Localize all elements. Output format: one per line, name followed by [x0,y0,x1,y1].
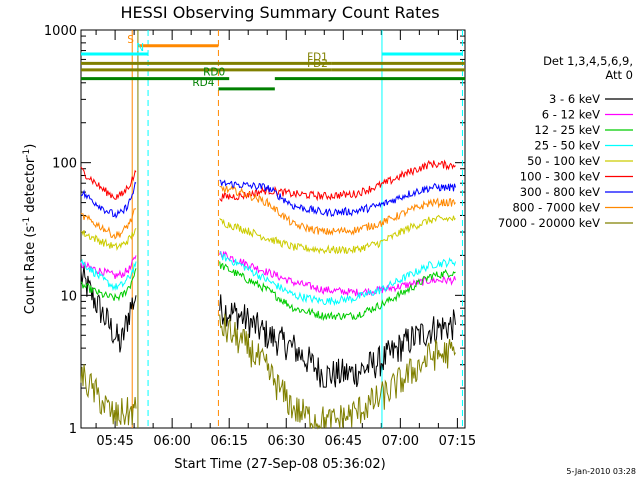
series-line [219,214,456,255]
y-tick-label: 1 [69,422,77,437]
x-axis-label: Start Time (27-Sep-08 05:36:02) [174,457,385,472]
legend-header-1: Det 1,3,4,5,6,9, [543,54,633,68]
legend-item-label: 7000 - 20000 keV [498,216,600,230]
legend-item-label: 100 - 300 keV [520,170,600,184]
flag-label: FD1 [307,51,328,63]
x-tick-label: 05:45 [96,434,133,449]
series-line [219,313,456,430]
series-line [219,159,456,202]
series-line [219,294,456,388]
legend-item-label: 3 - 6 keV [549,92,600,106]
x-axis: 05:45 06:00 06:15 06:30 06:45 07:00 07:15 [95,30,476,449]
series-line [81,228,137,252]
plot-frame [80,29,466,429]
legend-header-2: Att 0 [605,68,633,82]
flag-label: S [127,34,134,46]
series-line [80,208,137,240]
flag-label: FD2 [307,58,328,70]
y-tick-label: 10 [60,289,77,304]
series-line [80,364,137,427]
series-line [219,179,456,218]
series-line [81,181,137,219]
x-tick-label: 06:30 [268,434,305,449]
x-tick-label: 07:00 [382,434,419,449]
series-lines [80,159,456,430]
series-line [219,261,456,322]
legend-item-label: 300 - 800 keV [520,185,600,199]
legend-item-label: 6 - 12 keV [542,108,600,122]
series-line [80,166,137,200]
chart-title: HESSI Observing Summary Count Rates [120,3,439,22]
series-line [80,255,137,280]
legend-item-label: 800 - 7000 keV [512,201,600,215]
x-tick-label: 06:00 [153,434,190,449]
y-tick-label: 1000 [44,24,77,39]
x-tick-label: 06:15 [210,434,247,449]
series-line [219,185,456,236]
footer-date: 5-Jan-2010 03:28 [566,467,636,476]
legend: Det 1,3,4,5,6,9, Att 0 3 - 6 keV 6 - 12 k… [498,54,633,230]
series-line [80,265,137,353]
legend-item-label: 25 - 50 keV [534,139,600,153]
x-tick-label: 07:15 [439,434,476,449]
series-line [219,251,456,307]
y-axis-label: Count Rate (s-1 detector-1) [22,144,38,315]
flag-label: RD0 [203,67,225,79]
flag-label: N [136,42,144,54]
y-tick-label: 100 [52,157,77,172]
flag-label: RD4 [192,77,214,89]
vertical-markers [131,30,463,428]
x-tick-label: 06:45 [325,434,362,449]
legend-item-label: 12 - 25 keV [534,123,600,137]
legend-item-label: 50 - 100 keV [527,154,600,168]
series-line [80,258,137,292]
series-line [80,268,137,302]
